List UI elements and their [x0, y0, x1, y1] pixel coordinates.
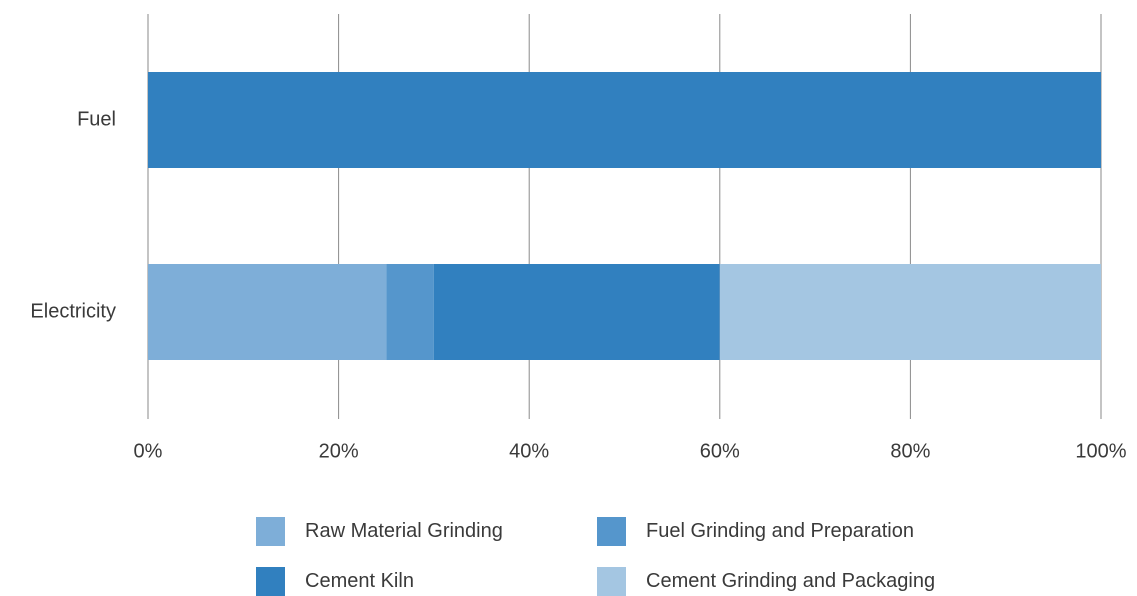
legend-item-cement-kiln: Cement Kiln — [256, 566, 414, 596]
legend-swatch-cement-kiln — [256, 566, 285, 596]
x-tick-label-0: 0% — [134, 440, 163, 462]
legend-item-cement-grinding-and-packaging: Cement Grinding and Packaging — [597, 566, 935, 596]
bar-electricity-fuel-grinding-and-preparation — [386, 264, 434, 360]
bar-fuel-cement-kiln — [148, 72, 1101, 168]
chart-legend: Raw Material Grinding Fuel Grinding and … — [256, 516, 1016, 596]
legend-swatch-fuel-grinding-and-preparation — [597, 516, 626, 546]
x-tick-label-60: 60% — [700, 440, 740, 462]
x-tick-label-20: 20% — [319, 440, 359, 462]
chart-plot: Fuel Electricity 0% 20% 40% 60% 80% 100% — [30, 14, 1127, 462]
x-tick-label-100: 100% — [1075, 440, 1126, 462]
legend-label-cement-grinding-and-packaging: Cement Grinding and Packaging — [646, 569, 936, 592]
category-label-fuel: Fuel — [77, 108, 116, 130]
legend-item-raw-material-grinding: Raw Material Grinding — [256, 516, 503, 546]
legend-label-cement-kiln: Cement Kiln — [305, 569, 414, 592]
bar-electricity-raw-material-grinding — [148, 264, 387, 360]
x-tick-label-80: 80% — [890, 440, 930, 462]
x-tick-label-40: 40% — [509, 440, 549, 462]
category-label-electricity: Electricity — [30, 300, 116, 322]
bar-electricity-cement-kiln — [433, 264, 720, 360]
legend-label-fuel-grinding-and-preparation: Fuel Grinding and Preparation — [646, 519, 914, 542]
legend-swatch-raw-material-grinding — [256, 516, 285, 546]
legend-swatch-cement-grinding-and-packaging — [597, 566, 626, 596]
legend-item-fuel-grinding-and-preparation: Fuel Grinding and Preparation — [597, 516, 914, 546]
bar-electricity-cement-grinding-and-packaging — [719, 264, 1101, 360]
legend-label-raw-material-grinding: Raw Material Grinding — [305, 519, 503, 542]
